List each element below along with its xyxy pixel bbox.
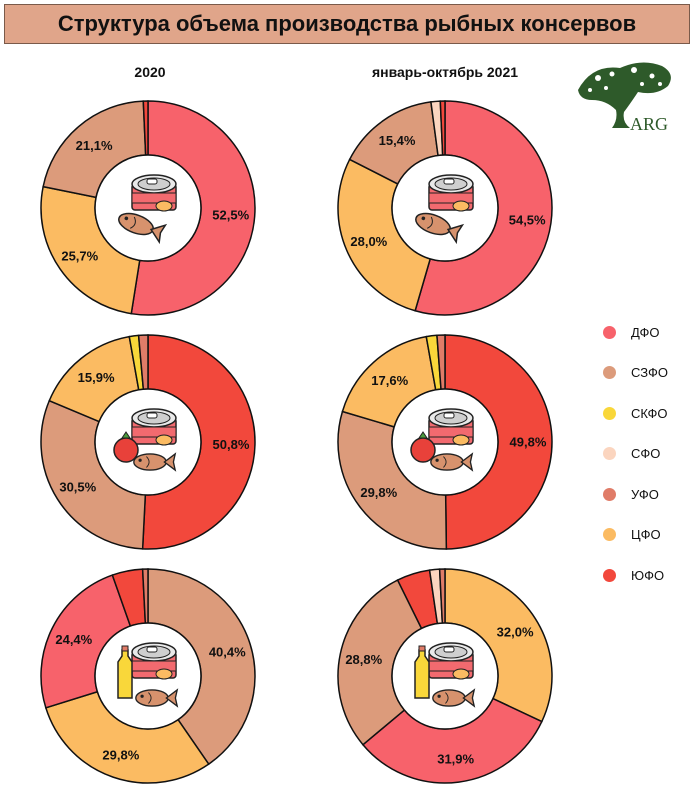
slice-label: 32,0% bbox=[497, 625, 534, 640]
legend-label: СКФО bbox=[631, 405, 668, 421]
slice-label: 15,9% bbox=[78, 370, 115, 385]
oil-fish-can-icon bbox=[414, 642, 475, 707]
logo-text: ARG bbox=[630, 114, 668, 134]
donut-chart: 50,8% 30,5% 15,9% bbox=[40, 334, 256, 550]
slice-label: 29,8% bbox=[102, 747, 139, 762]
slice-label: 28,8% bbox=[345, 652, 382, 667]
legend-item-ufo: УФО bbox=[603, 474, 668, 515]
legend-item-dfo: ДФО bbox=[603, 312, 668, 353]
legend-label: СФО bbox=[631, 446, 661, 462]
legend-item-yufo: ЮФО bbox=[603, 555, 668, 596]
legend-label: УФО bbox=[631, 486, 659, 502]
slice-label: 17,6% bbox=[371, 373, 408, 388]
legend-item-skfo: СКФО bbox=[603, 393, 668, 434]
slice-label: 25,7% bbox=[61, 248, 98, 263]
legend-item-sfo: СФО bbox=[603, 434, 668, 475]
legend-swatch bbox=[603, 366, 616, 380]
legend-swatch bbox=[603, 447, 616, 461]
tomato-fish-can-icon bbox=[410, 408, 474, 471]
slice-label: 31,9% bbox=[437, 751, 474, 766]
legend-label: ЮФО bbox=[631, 567, 665, 583]
slice-label: 29,8% bbox=[360, 485, 397, 500]
tree-icon bbox=[578, 62, 671, 128]
donut-chart: 52,5% 25,7% 21,1% bbox=[40, 100, 256, 316]
legend-swatch bbox=[603, 406, 616, 420]
slice-label: 24,4% bbox=[55, 632, 92, 647]
column-header-2021: январь-октябрь 2021 bbox=[371, 64, 519, 80]
legend-item-szfo: СЗФО bbox=[603, 353, 668, 394]
slice-label: 52,5% bbox=[212, 208, 249, 223]
oil-fish-can-icon bbox=[117, 642, 178, 707]
legend-swatch bbox=[603, 487, 616, 501]
column-header-2020: 2020 bbox=[134, 64, 166, 80]
title-bar: Структура объема производства рыбных кон… bbox=[4, 4, 690, 44]
donut-chart: 32,0% 31,9% 28,8% bbox=[337, 568, 553, 784]
fish-can-icon bbox=[115, 174, 177, 243]
legend-label: ДФО bbox=[631, 324, 660, 340]
slice-label: 50,8% bbox=[213, 437, 250, 452]
legend-label: ЦФО bbox=[631, 527, 661, 543]
legend-item-cfo: ЦФО bbox=[603, 515, 668, 556]
slice-label: 28,0% bbox=[350, 234, 387, 249]
tomato-fish-can-icon bbox=[113, 408, 177, 471]
legend: ДФО СЗФО СКФО СФО УФО ЦФО ЮФО bbox=[603, 312, 668, 596]
legend-label: СЗФО bbox=[631, 365, 668, 381]
slice-label: 54,5% bbox=[509, 213, 546, 228]
donut-chart: 54,5% 28,0% 15,4% bbox=[337, 100, 553, 316]
slice-label: 49,8% bbox=[510, 434, 547, 449]
legend-swatch bbox=[603, 325, 616, 339]
slice-label: 21,1% bbox=[76, 138, 113, 153]
page-title: Структура объема производства рыбных кон… bbox=[57, 11, 637, 36]
slice-label: 40,4% bbox=[209, 644, 246, 659]
donut-chart: 40,4% 29,8% 24,4% bbox=[40, 568, 256, 784]
slice-label: 15,4% bbox=[379, 133, 416, 148]
slice-label: 30,5% bbox=[59, 479, 96, 494]
legend-swatch bbox=[603, 568, 616, 582]
arg-logo: ARG bbox=[578, 62, 671, 134]
legend-swatch bbox=[603, 528, 616, 542]
donut-chart: 49,8% 29,8% 17,6% bbox=[337, 334, 553, 550]
fish-can-icon bbox=[412, 174, 474, 243]
